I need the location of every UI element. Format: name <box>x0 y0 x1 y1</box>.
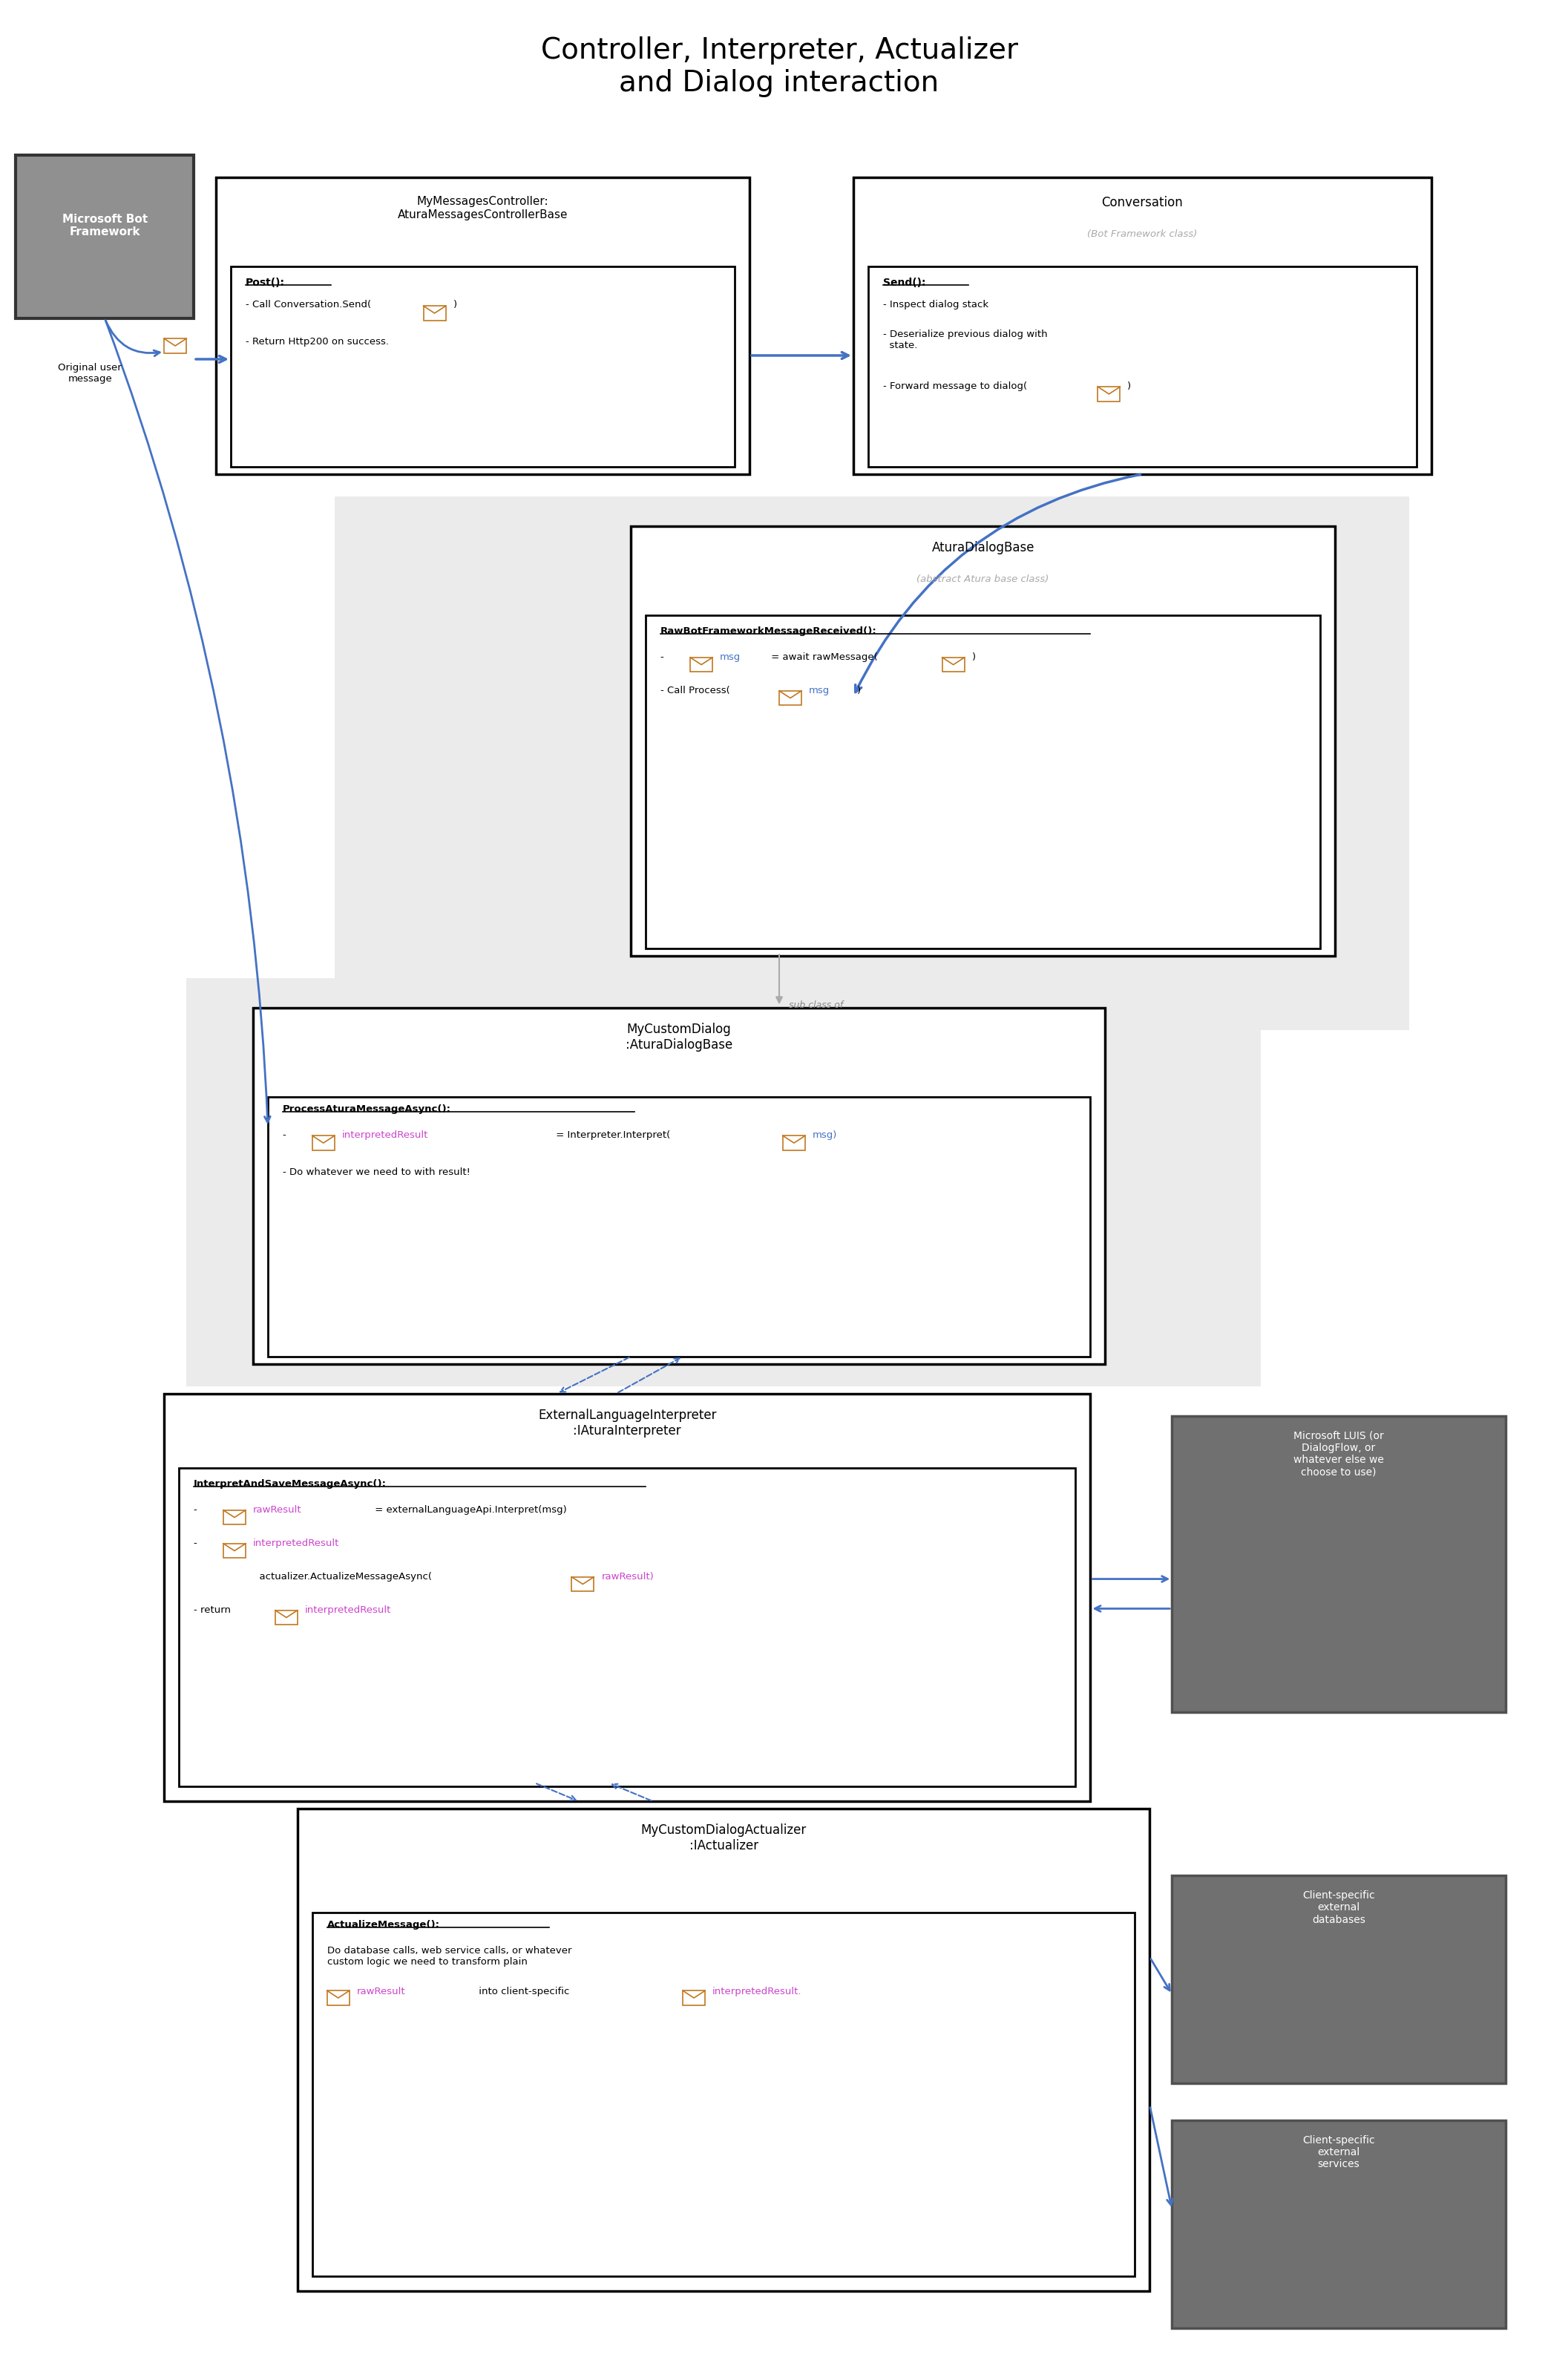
Bar <box>572 1576 594 1592</box>
Text: Do database calls, web service calls, or whatever
custom logic we need to transf: Do database calls, web service calls, or… <box>328 1945 572 1966</box>
Text: InterpretAndSaveMessageAsync():: InterpretAndSaveMessageAsync(): <box>194 1479 387 1488</box>
FancyBboxPatch shape <box>216 177 750 473</box>
Text: - return: - return <box>194 1604 234 1614</box>
FancyBboxPatch shape <box>869 267 1416 466</box>
Text: ProcessAturaMessageAsync():: ProcessAturaMessageAsync(): <box>282 1105 452 1114</box>
Text: (abstract Atura base class): (abstract Atura base class) <box>917 575 1049 584</box>
Text: Conversation: Conversation <box>1102 196 1182 211</box>
Bar <box>223 1510 246 1524</box>
FancyBboxPatch shape <box>230 267 735 466</box>
Text: into client-specific: into client-specific <box>475 1987 572 1997</box>
Text: Controller, Interpreter, Actualizer
and Dialog interaction: Controller, Interpreter, Actualizer and … <box>541 35 1018 97</box>
FancyBboxPatch shape <box>165 1394 1090 1801</box>
Bar <box>312 1136 334 1150</box>
Text: MyMessagesController:
AturaMessagesControllerBase: MyMessagesController: AturaMessagesContr… <box>398 196 568 220</box>
Text: rawResult: rawResult <box>252 1505 301 1514</box>
Text: ActualizeMessage():: ActualizeMessage(): <box>328 1921 441 1931</box>
Text: -: - <box>282 1131 290 1140</box>
Bar <box>276 1611 298 1625</box>
Text: = await rawMessage(: = await rawMessage( <box>768 653 878 662</box>
Text: = Interpreter.Interpret(: = Interpreter.Interpret( <box>554 1131 671 1140</box>
FancyBboxPatch shape <box>187 980 1261 1386</box>
Bar <box>165 338 187 353</box>
Text: Original user
message: Original user message <box>58 362 122 383</box>
FancyBboxPatch shape <box>1171 1876 1505 2082</box>
Bar <box>942 658 964 672</box>
FancyBboxPatch shape <box>312 1912 1135 2276</box>
Text: - Call Process(: - Call Process( <box>660 686 731 696</box>
Text: ): ) <box>858 686 861 696</box>
Text: interpretedResult.: interpretedResult. <box>712 1987 801 1997</box>
Text: msg: msg <box>720 653 740 662</box>
Text: ): ) <box>1127 381 1131 390</box>
FancyBboxPatch shape <box>179 1467 1076 1786</box>
Bar <box>782 1136 804 1150</box>
FancyBboxPatch shape <box>853 177 1432 473</box>
Bar <box>779 691 801 705</box>
Text: MyCustomDialog
:AturaDialogBase: MyCustomDialog :AturaDialogBase <box>626 1022 732 1051</box>
Bar <box>423 305 445 319</box>
FancyBboxPatch shape <box>16 156 194 319</box>
FancyBboxPatch shape <box>630 525 1334 956</box>
Text: - Deserialize previous dialog with
  state.: - Deserialize previous dialog with state… <box>883 329 1047 350</box>
Text: sub class of: sub class of <box>789 1001 844 1010</box>
Text: (Bot Framework class): (Bot Framework class) <box>1087 230 1198 239</box>
FancyBboxPatch shape <box>252 1008 1105 1363</box>
Text: Client-specific
external
databases: Client-specific external databases <box>1303 1890 1375 1926</box>
Bar <box>682 1990 706 2004</box>
Text: interpretedResult: interpretedResult <box>304 1604 392 1614</box>
Text: - Do whatever we need to with result!: - Do whatever we need to with result! <box>282 1166 470 1176</box>
Text: interpretedResult: interpretedResult <box>342 1131 428 1140</box>
Text: MyCustomDialogActualizer
:IActualizer: MyCustomDialogActualizer :IActualizer <box>641 1824 806 1853</box>
Text: Microsoft LUIS (or
DialogFlow, or
whatever else we
choose to use): Microsoft LUIS (or DialogFlow, or whatev… <box>1294 1431 1385 1476</box>
FancyBboxPatch shape <box>298 1810 1149 2290</box>
Text: AturaDialogBase: AturaDialogBase <box>931 542 1035 554</box>
Bar <box>328 1990 350 2004</box>
Text: = externalLanguageApi.Interpret(msg): = externalLanguageApi.Interpret(msg) <box>372 1505 566 1514</box>
Text: - Return Http200 on success.: - Return Http200 on success. <box>246 336 389 345</box>
FancyBboxPatch shape <box>334 497 1410 1029</box>
Text: Post():: Post(): <box>246 277 285 289</box>
Text: Microsoft Bot
Framework: Microsoft Bot Framework <box>63 213 147 237</box>
Text: - Forward message to dialog(: - Forward message to dialog( <box>883 381 1027 390</box>
Text: - Call Conversation.Send(: - Call Conversation.Send( <box>246 300 372 310</box>
FancyBboxPatch shape <box>1171 1415 1505 1713</box>
Text: actualizer.ActualizeMessageAsync(: actualizer.ActualizeMessageAsync( <box>252 1571 431 1580</box>
FancyBboxPatch shape <box>1171 2120 1505 2328</box>
Text: -: - <box>194 1538 201 1547</box>
Text: - Inspect dialog stack: - Inspect dialog stack <box>883 300 988 310</box>
Text: msg): msg) <box>812 1131 837 1140</box>
Text: -: - <box>660 653 668 662</box>
FancyBboxPatch shape <box>268 1098 1090 1356</box>
Bar <box>1098 386 1120 402</box>
FancyBboxPatch shape <box>646 615 1320 949</box>
Text: -: - <box>194 1505 201 1514</box>
Text: RawBotFrameworkMessageReceived():: RawBotFrameworkMessageReceived(): <box>660 627 877 636</box>
Text: Client-specific
external
services: Client-specific external services <box>1303 2134 1375 2170</box>
Text: rawResult): rawResult) <box>601 1571 654 1580</box>
Text: interpretedResult: interpretedResult <box>252 1538 339 1547</box>
Bar <box>223 1543 246 1559</box>
Bar <box>690 658 712 672</box>
Text: ExternalLanguageInterpreter
:IAturaInterpreter: ExternalLanguageInterpreter :IAturaInter… <box>538 1408 717 1436</box>
Text: Send():: Send(): <box>883 277 925 289</box>
Text: ): ) <box>972 653 975 662</box>
Text: ): ) <box>453 300 456 310</box>
Text: rawResult: rawResult <box>358 1987 406 1997</box>
Text: msg: msg <box>809 686 829 696</box>
